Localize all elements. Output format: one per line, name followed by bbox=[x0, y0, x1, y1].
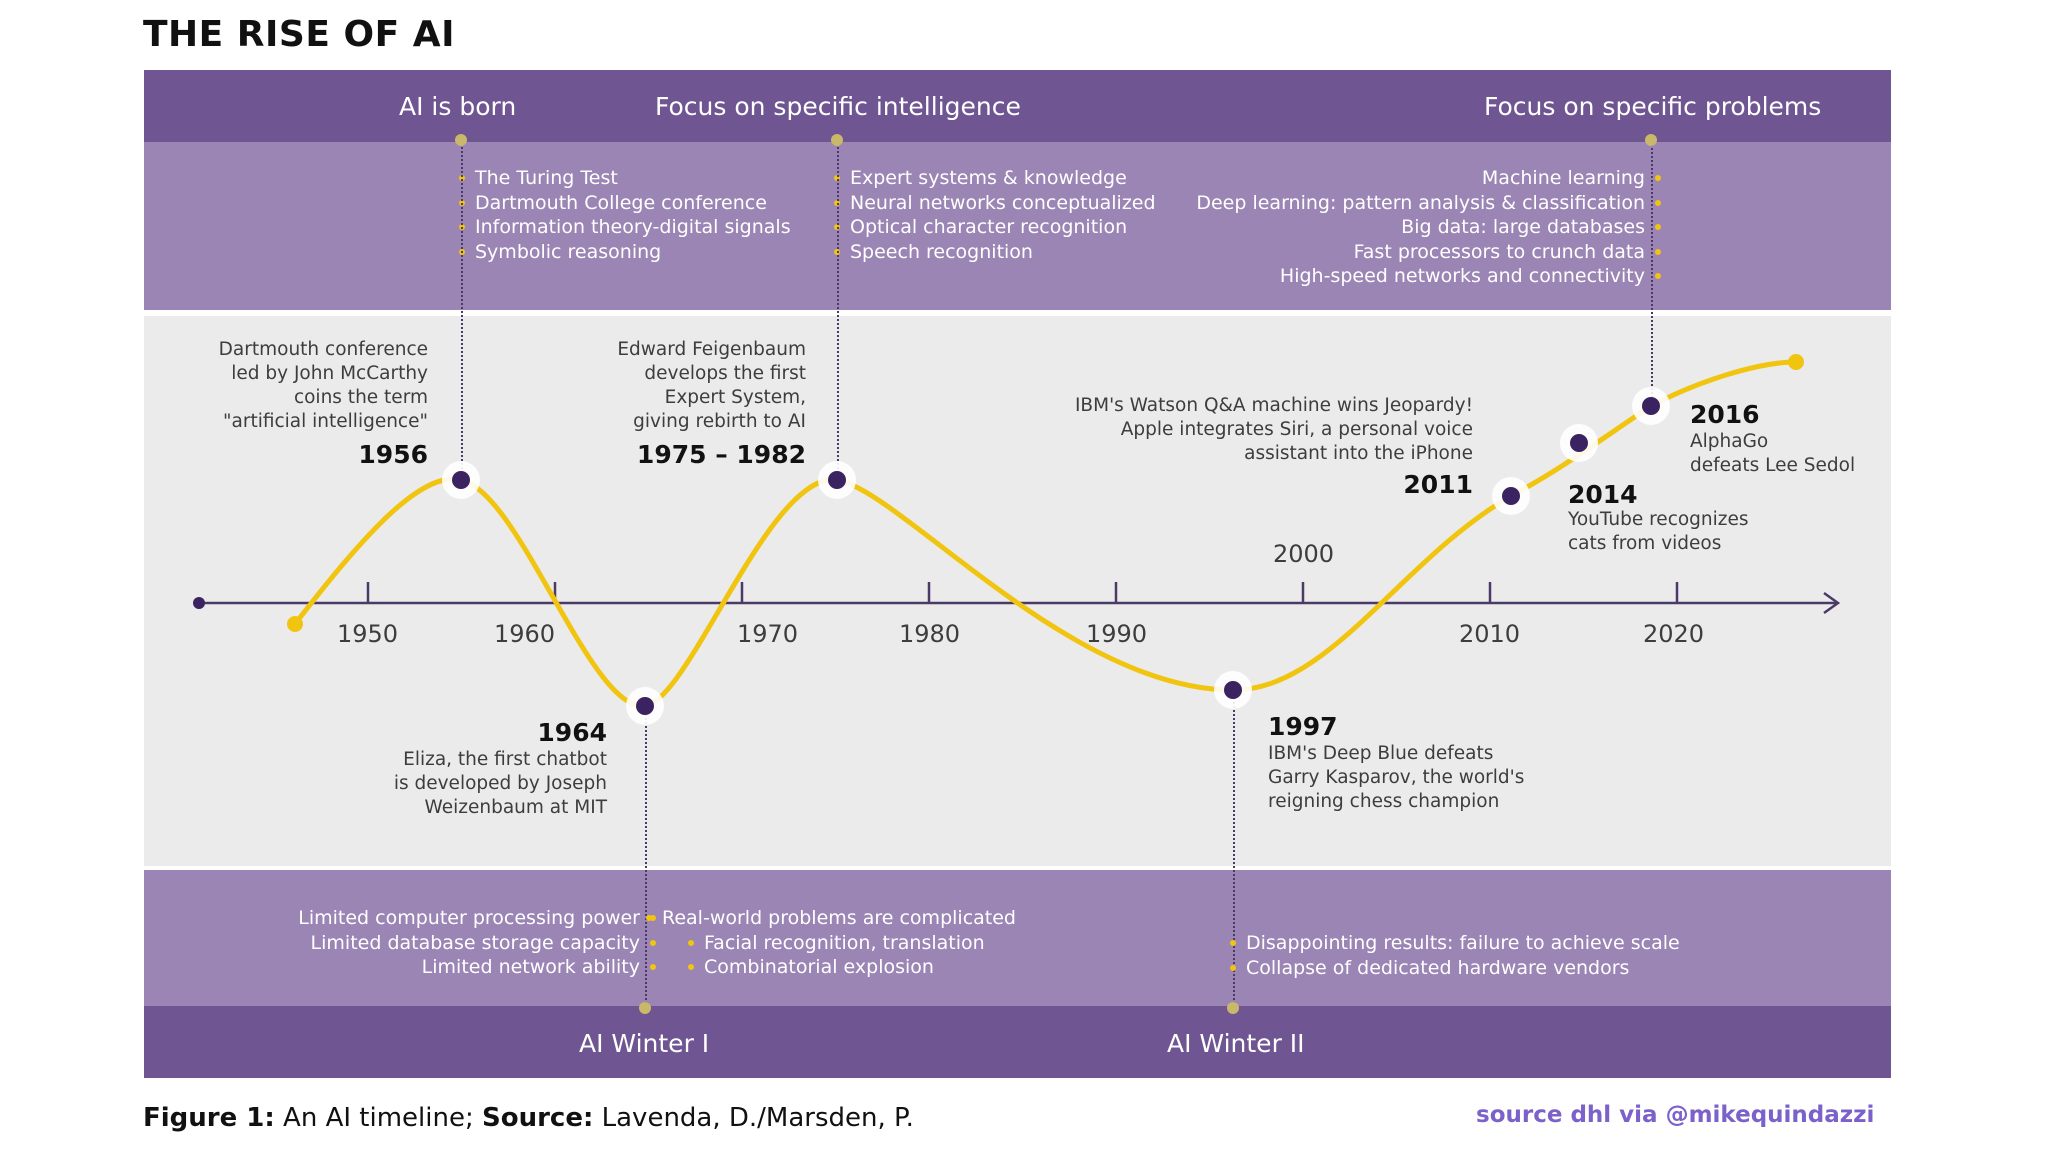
connector-dot bbox=[455, 134, 467, 146]
axis-start-dot bbox=[193, 597, 205, 609]
connector-1956 bbox=[461, 140, 463, 480]
event-1956-year: 1956 bbox=[358, 440, 428, 469]
list-item: Expert systems & knowledge bbox=[834, 166, 1156, 191]
axis-tick-1950: 1950 bbox=[337, 620, 399, 648]
event-node-2014 bbox=[1560, 424, 1598, 462]
axis-arrow-icon bbox=[1823, 591, 1841, 615]
connector-dot bbox=[1645, 134, 1657, 146]
event-2016-year: 2016 bbox=[1690, 400, 1760, 429]
curve-start-dot bbox=[287, 616, 303, 632]
winter1-right-list: Real-world problems are complicated Faci… bbox=[646, 906, 1016, 980]
event-1997-text: IBM's Deep Blue defeats Garry Kasparov, … bbox=[1268, 743, 1525, 812]
list-item: Neural networks conceptualized bbox=[834, 191, 1156, 216]
header-specific-problems: Focus on specific problems bbox=[1484, 92, 1822, 121]
event-1975-text: Edward Feigenbaum develops the first Exp… bbox=[617, 339, 806, 432]
winter1-left-list: Limited computer processing power Limite… bbox=[298, 906, 656, 980]
connector-1975 bbox=[837, 140, 839, 480]
specific-problems-list: Machine learning Deep learning: pattern … bbox=[1196, 166, 1661, 289]
specific-intelligence-list: Expert systems & knowledge Neural networ… bbox=[834, 166, 1156, 264]
list-item: Speech recognition bbox=[834, 240, 1156, 265]
list-item: Optical character recognition bbox=[834, 215, 1156, 240]
list-item: Real-world problems are complicated bbox=[646, 906, 1016, 931]
axis-tick-2010: 2010 bbox=[1459, 620, 1521, 648]
event-1964-text: Eliza, the first chatbot is developed by… bbox=[393, 749, 607, 818]
top-list-band bbox=[144, 142, 1891, 310]
header-specific-intelligence: Focus on specific intelligence bbox=[655, 92, 1021, 121]
event-1964-year: 1964 bbox=[537, 718, 607, 747]
winter2-list: Disappointing results: failure to achiev… bbox=[1230, 931, 1680, 980]
axis-tick-1980: 1980 bbox=[899, 620, 961, 648]
header-ai-winter-2: AI Winter II bbox=[1167, 1029, 1305, 1058]
list-item: Big data: large databases bbox=[1196, 215, 1661, 240]
source-credit: source dhl via @mikequindazzi bbox=[1476, 1102, 1875, 1128]
list-item: Combinatorial explosion bbox=[646, 955, 1016, 980]
event-1975-year: 1975 – 1982 bbox=[636, 440, 806, 469]
event-1997-year: 1997 bbox=[1268, 712, 1338, 741]
list-item: Deep learning: pattern analysis & classi… bbox=[1196, 191, 1661, 216]
connector-dot bbox=[1227, 1002, 1239, 1014]
list-item: Limited database storage capacity bbox=[298, 931, 656, 956]
event-2014-year: 2014 bbox=[1568, 480, 1638, 509]
list-item: Machine learning bbox=[1196, 166, 1661, 191]
connector-2016 bbox=[1651, 140, 1653, 406]
list-item: High-speed networks and connectivity bbox=[1196, 264, 1661, 289]
event-2016-text: AlphaGo defeats Lee Sedol bbox=[1690, 431, 1856, 476]
event-node-2016 bbox=[1632, 387, 1670, 425]
event-node-1964 bbox=[626, 687, 664, 725]
list-item: Fast processors to crunch data bbox=[1196, 240, 1661, 265]
top-header-band bbox=[144, 70, 1891, 142]
list-item: Limited computer processing power bbox=[298, 906, 656, 931]
bottom-header-band bbox=[144, 1006, 1891, 1078]
list-item: Limited network ability bbox=[298, 955, 656, 980]
event-2011-text: IBM's Watson Q&A machine wins Jeopardy! … bbox=[1074, 395, 1473, 464]
axis-tick-2020: 2020 bbox=[1643, 620, 1705, 648]
header-ai-born: AI is born bbox=[399, 92, 517, 121]
ai-born-list: The Turing Test Dartmouth College confer… bbox=[459, 166, 791, 264]
event-2011-year: 2011 bbox=[1403, 470, 1473, 499]
connector-1997 bbox=[1233, 690, 1235, 1008]
axis-tick-1970: 1970 bbox=[737, 620, 799, 648]
connector-dot bbox=[831, 134, 843, 146]
bottom-list-band bbox=[144, 870, 1891, 1006]
list-item: Disappointing results: failure to achiev… bbox=[1230, 931, 1680, 956]
timeline-area bbox=[144, 316, 1891, 866]
event-2014-text: YouTube recognizes cats from videos bbox=[1568, 509, 1749, 554]
event-node-1956 bbox=[442, 461, 480, 499]
header-ai-winter-1: AI Winter I bbox=[579, 1029, 710, 1058]
page-title: THE RISE OF AI bbox=[143, 14, 455, 55]
connector-dot bbox=[639, 1002, 651, 1014]
event-node-1975 bbox=[818, 461, 856, 499]
axis-tick-1990: 1990 bbox=[1086, 620, 1148, 648]
event-node-2011 bbox=[1492, 477, 1530, 515]
figure-caption: Figure 1: An AI timeline; Source: Lavend… bbox=[143, 1103, 914, 1133]
curve-end-dot bbox=[1788, 354, 1804, 370]
event-1956-text: Dartmouth conference led by John McCarth… bbox=[218, 339, 428, 432]
connector-1964 bbox=[645, 706, 647, 1008]
axis-tick-2000: 2000 bbox=[1273, 540, 1335, 568]
axis-tick-marks bbox=[366, 582, 1679, 603]
list-item: Facial recognition, translation bbox=[646, 931, 1016, 956]
axis-tick-1960: 1960 bbox=[494, 620, 556, 648]
event-node-1997 bbox=[1214, 671, 1252, 709]
list-item: Collapse of dedicated hardware vendors bbox=[1230, 956, 1680, 981]
